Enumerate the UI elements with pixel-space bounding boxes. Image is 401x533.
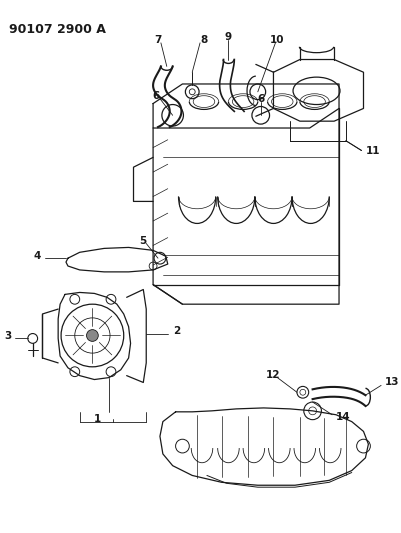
Text: 90107 2900 A: 90107 2900 A [9, 23, 106, 36]
Text: 5: 5 [139, 236, 146, 246]
Text: 11: 11 [365, 146, 379, 156]
Text: 1: 1 [93, 414, 101, 424]
Text: 4: 4 [33, 251, 41, 261]
Text: 6: 6 [257, 94, 264, 103]
Text: 6: 6 [152, 91, 159, 101]
Text: 3: 3 [4, 332, 11, 342]
Text: 13: 13 [384, 377, 399, 387]
Text: 10: 10 [269, 35, 284, 45]
Text: 2: 2 [172, 326, 180, 336]
Text: 14: 14 [335, 411, 350, 422]
Text: 9: 9 [224, 32, 231, 42]
Text: 7: 7 [154, 35, 161, 45]
Text: 12: 12 [265, 370, 280, 379]
Text: 8: 8 [200, 35, 207, 45]
Circle shape [86, 329, 98, 341]
